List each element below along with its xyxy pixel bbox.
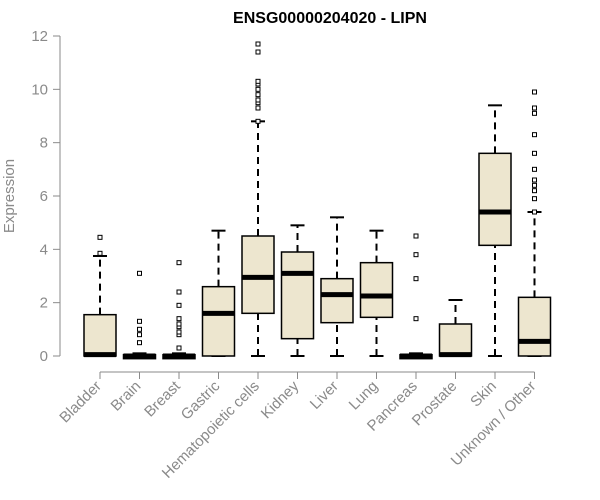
outlier-point [532,150,537,156]
outlier-point [176,316,182,322]
outlier-point [255,41,261,47]
x-tick-label: Liver [307,378,342,413]
box-group [478,104,512,357]
outlier-point [255,92,261,98]
outlier-point [532,132,537,138]
box-iqr [517,296,552,357]
x-tick-label: Bladder [56,378,105,427]
outlier-point [532,89,537,95]
outlier-point [176,289,182,295]
outlier-point [413,316,419,322]
outlier-point [255,118,261,124]
outlier-point [176,345,182,351]
outlier-point [532,110,537,116]
y-tick-label: 12 [31,28,48,45]
outlier-point [532,196,537,202]
outlier-point [176,260,182,266]
y-tick-label: 4 [40,241,48,258]
outlier-point [97,250,103,256]
box-iqr [320,277,354,324]
outlier-point [532,166,537,172]
outlier-point [137,326,142,332]
box-group [241,41,275,357]
x-tick-label: Breast [141,377,184,420]
outlier-point [176,329,182,335]
x-tick-label: Skin [467,378,500,411]
outlier-point [137,332,142,338]
box-group [359,229,394,357]
outlier-point [532,177,537,183]
outlier-point [255,105,261,111]
plot-area [83,41,552,360]
box-group [83,234,117,358]
box-iqr [478,152,512,247]
y-axis: 0 2 4 6 8 10 12 [31,28,61,365]
y-tick-label: 10 [31,81,48,98]
box-iqr [438,323,473,357]
outlier-point [176,302,182,308]
box-iqr [83,313,117,357]
outlier-point [532,105,537,111]
outlier-point [413,252,419,258]
box-iqr [241,235,275,315]
box-group [162,260,196,360]
y-tick-label: 2 [40,295,48,312]
outlier-point [255,86,261,92]
y-tick-label: 0 [40,348,48,365]
box-iqr [280,251,315,340]
outlier-point [137,340,142,346]
box-group [399,233,433,360]
chart-title: ENSG00000204020 - LIPN [233,10,427,27]
outlier-point [413,233,419,239]
box-group [320,216,354,357]
outlier-point [176,321,182,327]
outlier-point [532,209,537,215]
box-group [280,224,315,357]
outlier-point [255,97,261,103]
outlier-point [255,49,261,55]
outlier-point [413,276,419,282]
y-tick-label: 8 [40,135,48,152]
outlier-point [137,270,142,276]
outlier-point [532,182,537,188]
box-group [122,270,157,360]
box-group [438,299,473,358]
outlier-point [97,234,103,240]
outlier-point [137,318,142,324]
outlier-point [255,78,261,84]
outlier-point [532,188,537,194]
x-tick-label: Lung [346,378,382,414]
x-tick-label: Kidney [258,377,303,422]
y-tick-label: 6 [40,188,48,205]
y-axis-label: Expression [1,159,18,233]
box-group [201,229,236,357]
x-tick-label: Brain [108,378,145,415]
box-iqr [201,285,236,357]
box-group [517,89,552,357]
box-iqr [359,261,394,319]
